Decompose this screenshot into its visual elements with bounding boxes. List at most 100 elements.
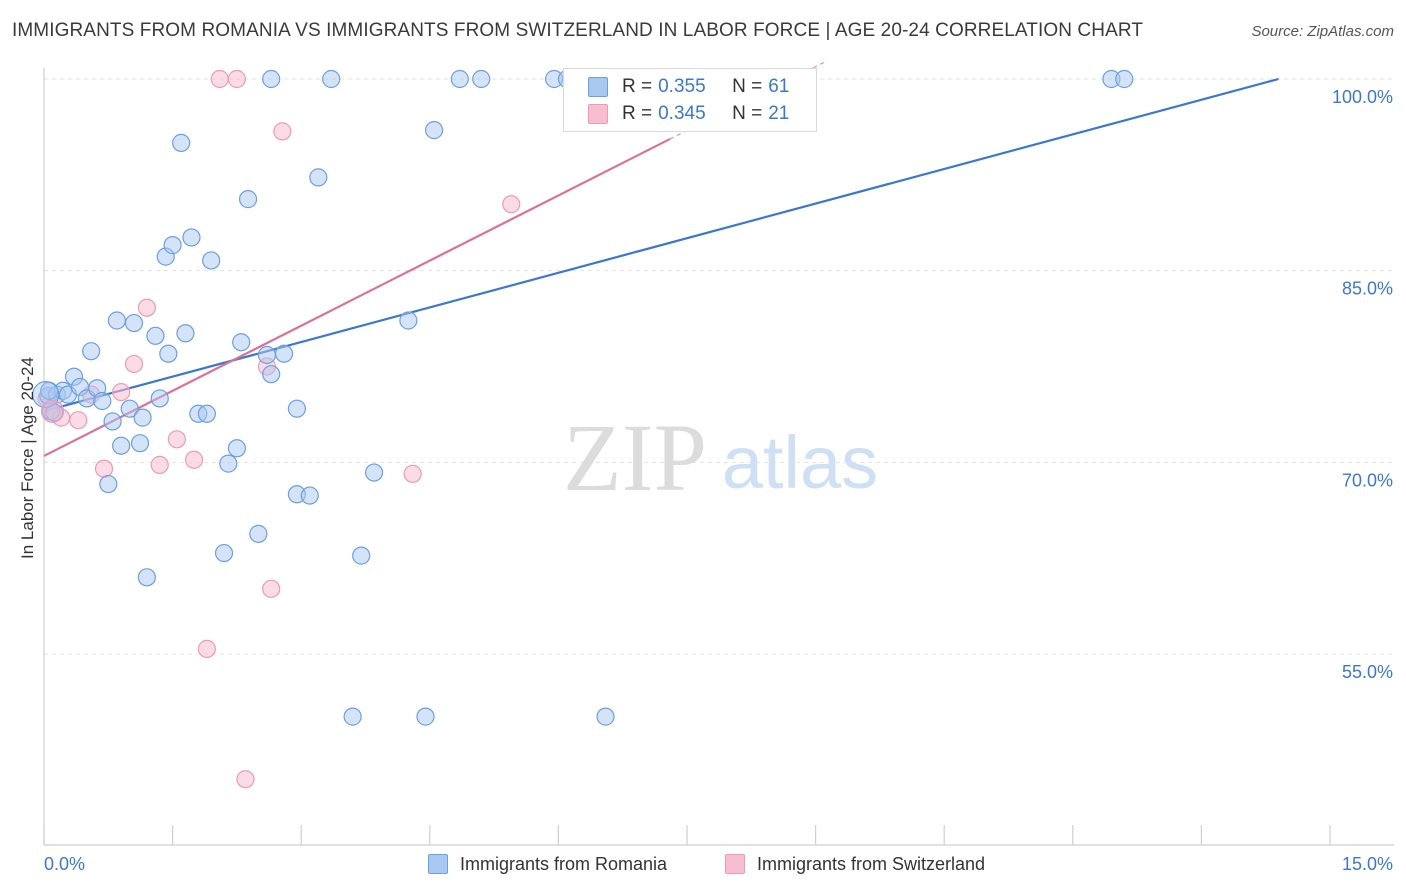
romania-point — [82, 342, 101, 361]
switzerland-point — [150, 455, 169, 474]
romania-point — [232, 333, 251, 352]
switzerland-point — [210, 69, 229, 89]
x-tick-label: 0.0% — [44, 854, 85, 874]
romania-point — [202, 251, 221, 270]
chart-title: IMMIGRANTS FROM ROMANIA VS IMMIGRANTS FR… — [12, 20, 1144, 41]
axes — [43, 68, 1394, 846]
romania-point — [130, 434, 150, 453]
watermark-atlas: atlas — [722, 421, 878, 504]
romania-point — [343, 707, 362, 726]
romania-trend-line — [43, 77, 1279, 413]
romania-point — [146, 326, 165, 345]
romania-point — [1115, 69, 1134, 89]
romania-point — [176, 324, 195, 343]
romania-point — [287, 399, 307, 418]
romania-point — [472, 69, 491, 89]
switzerland-n-value: 21 — [768, 103, 790, 124]
bottom-legend-switzerland: Immigrants from Switzerland — [725, 852, 985, 876]
watermark-zip: ZIP — [563, 404, 707, 511]
y-axis-label: In Labor Force | Age 20-24 — [18, 357, 37, 559]
romania-point — [103, 412, 122, 431]
romania-point — [450, 69, 469, 89]
romania-point — [424, 121, 444, 140]
romania-n-label: N = — [732, 76, 763, 97]
romania-point — [238, 190, 258, 209]
switzerland-point — [40, 399, 65, 423]
switzerland-r-value: 0.345 — [658, 103, 706, 124]
romania-point — [416, 707, 435, 726]
bottom-romania-label: Immigrants from Romania — [460, 853, 668, 874]
romania-point — [99, 474, 118, 494]
correlation-legend: R = 0.355 N = 61 R = 0.345 N = 21 — [563, 68, 817, 132]
romania-point — [257, 345, 277, 365]
switzerland-swatch — [588, 104, 608, 124]
romania-point — [124, 313, 144, 333]
romania-point — [262, 69, 281, 89]
switzerland-point — [167, 430, 186, 449]
x-tick-label: 15.0% — [1342, 854, 1393, 874]
romania-point — [112, 436, 131, 455]
switzerland-point — [124, 354, 144, 374]
romania-point — [219, 454, 238, 473]
romania-swatch — [588, 77, 608, 97]
romania-point — [32, 381, 60, 409]
switzerland-point — [273, 122, 292, 141]
romania-point — [120, 399, 139, 418]
bottom-legend-romania: Immigrants from Romania — [428, 852, 667, 876]
switzerland-point — [137, 298, 156, 317]
tick-labels: 55.0% 70.0% 85.0% 100.0% 0.0% 15.0% — [44, 87, 1393, 874]
switzerland-point — [262, 579, 281, 598]
bottom-switzerland-swatch — [725, 854, 745, 874]
source-credit: Source: ZipAtlas.com — [1251, 23, 1394, 40]
romania-point — [249, 524, 268, 543]
romania-point — [227, 439, 246, 458]
y-tick-label: 85.0% — [1342, 279, 1393, 299]
romania-point — [262, 365, 281, 384]
y-tick-label: 100.0% — [1332, 87, 1393, 107]
romania-point — [159, 344, 178, 363]
switzerland-point — [197, 639, 216, 658]
romania-point — [93, 391, 112, 411]
romania-point — [214, 543, 234, 563]
switzerland-point — [403, 464, 422, 483]
romania-point — [309, 168, 328, 187]
switzerland-point — [236, 770, 255, 789]
switzerland-n-label: N = — [732, 103, 763, 124]
romania-point — [182, 228, 201, 247]
romania-r-label: R = — [622, 76, 653, 97]
switzerland-point — [69, 411, 88, 430]
data-points — [32, 69, 1134, 789]
switzerland-point — [112, 382, 131, 402]
gridlines — [44, 78, 1394, 655]
y-tick-label: 55.0% — [1342, 662, 1393, 682]
romania-point — [107, 311, 126, 330]
romania-n-value: 61 — [768, 76, 790, 97]
romania-point — [172, 133, 191, 152]
watermark: ZIP atlas — [563, 404, 878, 511]
switzerland-point — [184, 450, 204, 469]
romania-r-value: 0.355 — [658, 76, 706, 97]
legend-row-switzerland: R = 0.345 N = 21 — [588, 102, 789, 126]
romania-point — [197, 404, 216, 423]
legend-row-romania: R = 0.355 N = 61 — [588, 75, 789, 99]
switzerland-r-label: R = — [622, 103, 653, 124]
romania-point — [352, 546, 371, 565]
trend-lines — [43, 61, 1279, 457]
bottom-romania-swatch — [428, 854, 448, 874]
switzerland-point — [94, 459, 114, 478]
y-tick-label: 70.0% — [1342, 470, 1393, 490]
switzerland-trend-line — [43, 138, 671, 457]
romania-point — [274, 344, 294, 363]
romania-point — [399, 311, 418, 330]
romania-point — [322, 69, 341, 89]
romania-point — [596, 707, 615, 726]
romania-point — [150, 389, 169, 408]
switzerland-point — [502, 195, 521, 214]
romania-point — [364, 463, 384, 482]
romania-point — [137, 568, 156, 587]
romania-point — [300, 486, 319, 505]
romania-point — [133, 408, 152, 427]
romania-point — [163, 236, 182, 255]
bottom-switzerland-label: Immigrants from Switzerland — [757, 853, 986, 874]
